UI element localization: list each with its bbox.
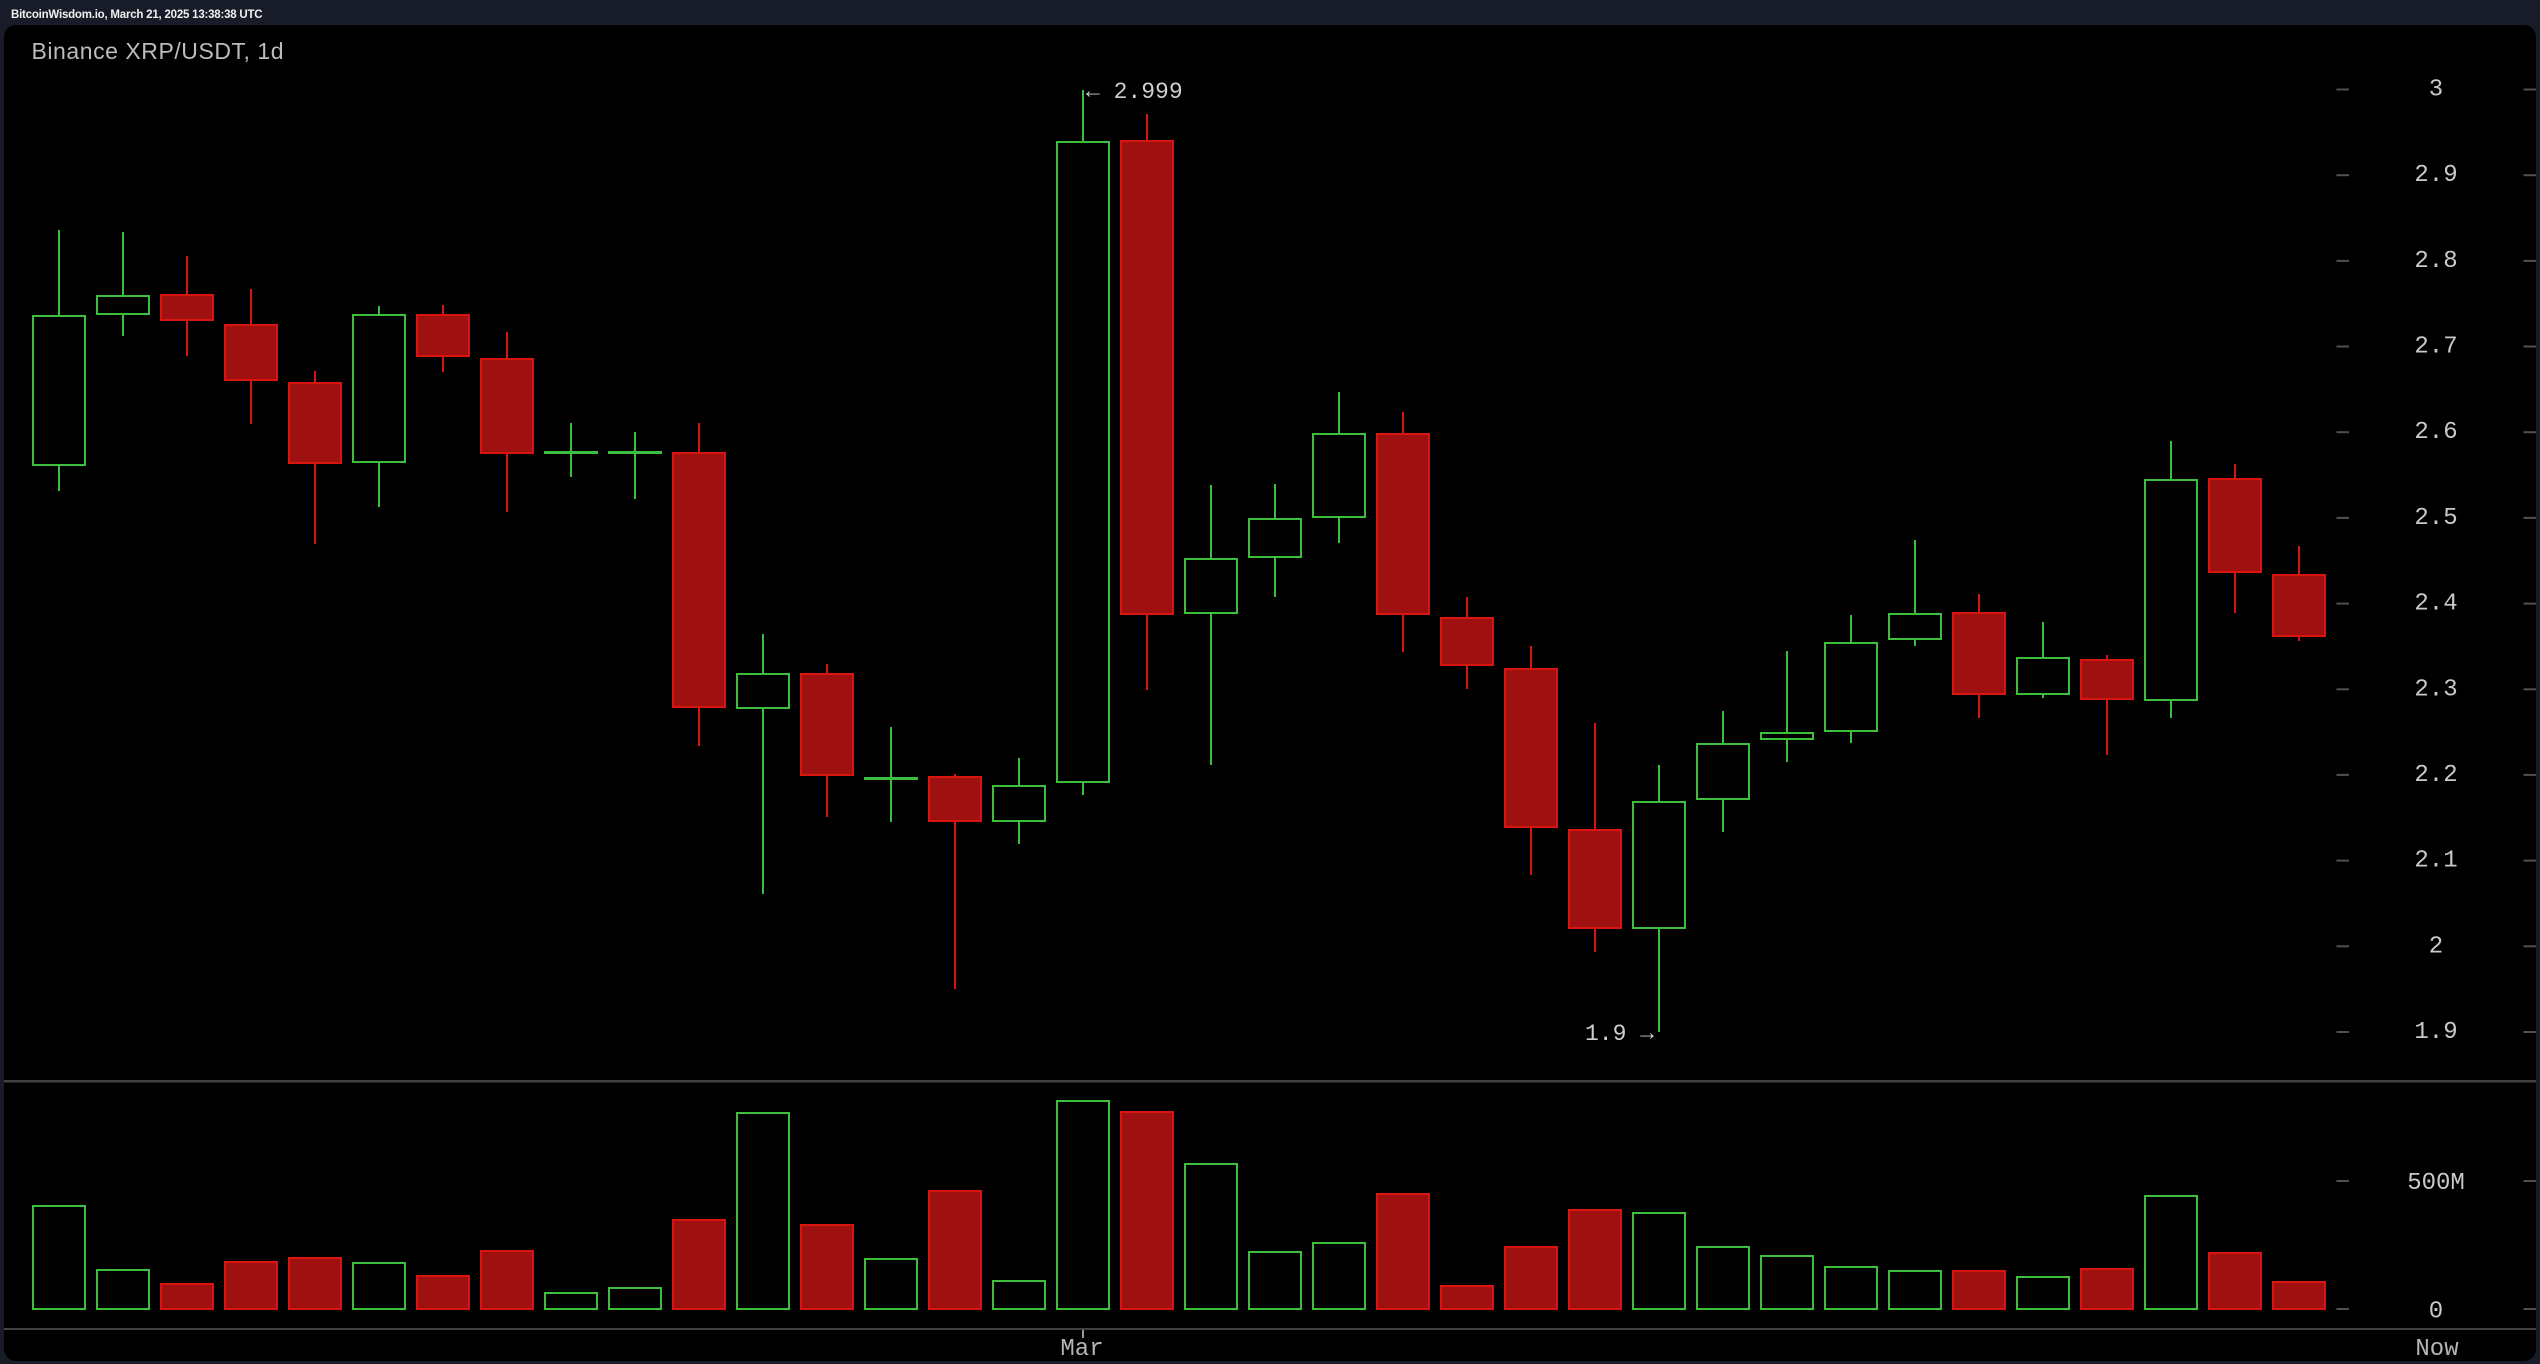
svg-text:1.9 →: 1.9 → (1585, 1021, 1654, 1047)
svg-text:2.6: 2.6 (2414, 419, 2457, 446)
svg-text:2.8: 2.8 (2414, 248, 2457, 275)
svg-text:2: 2 (2429, 933, 2443, 960)
svg-text:2.2: 2.2 (2414, 762, 2457, 789)
svg-text:2.1: 2.1 (2414, 848, 2457, 875)
svg-text:2.3: 2.3 (2414, 676, 2457, 703)
svg-text:← 2.999: ← 2.999 (1086, 79, 1183, 105)
svg-text:2.4: 2.4 (2414, 591, 2457, 618)
svg-text:Mar: Mar (1060, 1336, 1103, 1363)
svg-text:2.9: 2.9 (2414, 162, 2457, 189)
svg-text:0: 0 (2429, 1299, 2443, 1326)
svg-text:Binance XRP/USDT, 1d: Binance XRP/USDT, 1d (32, 38, 285, 64)
svg-text:BitcoinWisdom.io, March 21, 20: BitcoinWisdom.io, March 21, 2025 13:38:3… (11, 9, 262, 21)
svg-text:2.5: 2.5 (2414, 505, 2457, 532)
svg-text:3: 3 (2429, 77, 2443, 104)
svg-text:1.9: 1.9 (2414, 1019, 2457, 1046)
svg-text:2.7: 2.7 (2414, 334, 2457, 361)
svg-text:Now: Now (2415, 1336, 2459, 1363)
svg-text:500M: 500M (2407, 1170, 2465, 1197)
